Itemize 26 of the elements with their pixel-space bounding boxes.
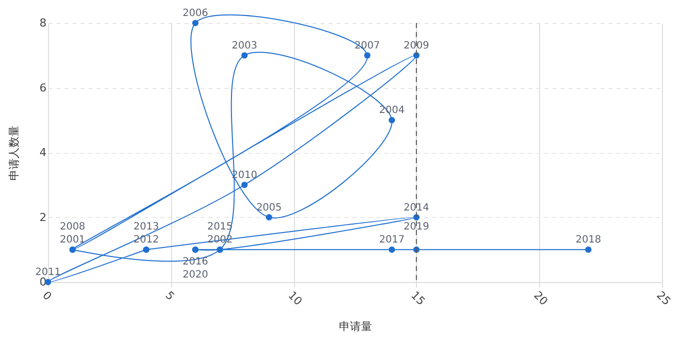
y-tick-label: 2 <box>40 210 46 224</box>
x-tick-label: 25 <box>654 288 674 308</box>
annotation: 2020 <box>182 270 208 281</box>
annotation: 2012 <box>134 234 159 246</box>
y-axis-title: 申请人数量 <box>8 126 20 180</box>
annotation: 2017 <box>379 234 405 246</box>
annotation: 2003 <box>232 40 258 52</box>
annotation: 2008 <box>60 222 86 233</box>
annotation: 2005 <box>256 202 282 214</box>
annotation: 2006 <box>182 8 208 19</box>
y-tick-label: 4 <box>40 146 46 159</box>
x-axis-title: 申请量 <box>339 320 372 334</box>
x-tick-label: 10 <box>286 288 305 308</box>
y-tick-label: 6 <box>40 81 46 94</box>
annotation: 2019 <box>404 222 430 233</box>
x-tick-label: 5 <box>162 288 177 303</box>
annotation: 2013 <box>134 222 159 233</box>
annotation: 2016 <box>182 256 208 268</box>
annotation: 2018 <box>576 234 602 246</box>
annotation: 2011 <box>35 267 61 278</box>
y-tick-label: 8 <box>40 16 46 30</box>
annotation: 2009 <box>404 40 430 52</box>
annotation: 2014 <box>404 202 430 214</box>
x-tick-label: 20 <box>531 288 550 308</box>
annotation: 2001 <box>60 234 86 246</box>
x-tick-label: 15 <box>408 288 428 308</box>
